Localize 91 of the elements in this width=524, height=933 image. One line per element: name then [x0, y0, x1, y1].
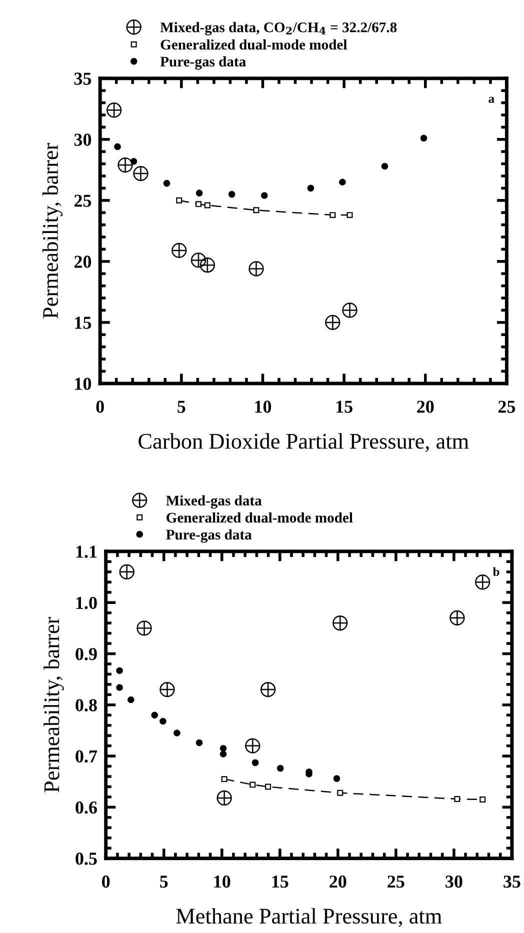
point	[190, 252, 206, 268]
x-axis-title: Carbon Dioxide Partial Pressure, atm	[138, 433, 469, 452]
point	[346, 212, 353, 218]
legend-label: Generalized dual-mode model	[160, 39, 347, 50]
legend-label: Pure-gas data	[160, 56, 246, 70]
legend-label: Pure-gas data	[166, 529, 252, 543]
point	[333, 775, 340, 782]
x-tick-label: 20	[330, 876, 346, 888]
x-tick-label: 0	[102, 876, 110, 888]
point	[196, 739, 203, 746]
x-tick-label: 35	[504, 876, 520, 888]
point	[253, 207, 260, 214]
point	[342, 302, 358, 318]
y-axis-title: Permeability, barrer	[44, 616, 64, 792]
x-tick-label: 5	[160, 876, 168, 888]
y-tick-label: 20	[74, 256, 92, 268]
legend-label: Mixed-gas data, CO$_{2}$/CH$_{4}$ = 32.2/67.8	[160, 22, 397, 36]
point	[160, 718, 166, 725]
x-tick-label: 25	[388, 876, 404, 888]
x-tick-label: 15	[272, 876, 288, 888]
point	[160, 682, 175, 698]
point	[480, 796, 486, 803]
x-tick-label: 20	[417, 400, 434, 413]
point	[337, 790, 344, 796]
point	[106, 102, 122, 118]
point	[119, 564, 134, 580]
point	[196, 201, 202, 208]
point	[454, 796, 460, 802]
legend-label: Mixed-gas data	[166, 495, 262, 509]
point	[475, 574, 490, 590]
x-tick-label: 15	[336, 400, 352, 413]
x-tick-label: 25	[498, 400, 516, 413]
y-tick-label: 0.7	[76, 750, 98, 763]
x-tick-label: 5	[178, 400, 186, 413]
y-tick-label: 0.9	[76, 648, 97, 660]
point	[196, 190, 203, 196]
point	[245, 738, 260, 754]
point	[450, 610, 465, 626]
point	[114, 143, 121, 150]
legend-label: Generalized dual-mode model	[166, 512, 353, 523]
point	[220, 750, 227, 758]
point	[200, 258, 216, 273]
point	[332, 615, 348, 631]
point	[216, 790, 232, 806]
point	[118, 157, 133, 173]
point	[151, 712, 158, 719]
y-tick-label: 0.5	[76, 852, 97, 865]
point	[420, 134, 428, 142]
y-tick-label: 0.6	[76, 801, 97, 814]
point	[221, 776, 228, 782]
point	[116, 684, 123, 691]
point	[176, 197, 182, 204]
y-tick-label: 35	[74, 72, 92, 85]
point	[130, 158, 138, 165]
point	[163, 180, 170, 187]
point	[381, 162, 388, 170]
x-axis-title: Methane Partial Pressure, atm	[176, 908, 442, 927]
point	[260, 192, 268, 199]
point	[252, 759, 259, 766]
y-axis-title: Permeability, barrer	[42, 142, 63, 318]
y-tick-label: 15	[75, 316, 92, 329]
y-tick-label: 1.0	[76, 596, 97, 610]
y-tick-label: 25	[74, 194, 92, 207]
point	[276, 764, 284, 772]
point	[307, 184, 314, 192]
point	[250, 782, 256, 788]
x-tick-label: 10	[214, 876, 230, 888]
y-tick-label: 0.8	[76, 699, 97, 712]
point	[330, 212, 336, 218]
x-tick-label: 10	[255, 400, 272, 413]
point	[136, 620, 152, 636]
point	[265, 784, 272, 790]
point	[116, 667, 123, 674]
point	[339, 178, 346, 186]
x-tick-label: 30	[446, 876, 462, 888]
point	[133, 166, 148, 182]
point	[325, 314, 340, 330]
point	[260, 682, 276, 698]
y-tick-label: 30	[74, 134, 92, 146]
annotation: a	[488, 96, 494, 103]
y-tick-label: 1.1	[76, 546, 97, 558]
point	[228, 190, 236, 198]
y-tick-label: 10	[75, 378, 92, 390]
point	[220, 744, 227, 752]
point	[128, 696, 134, 704]
point	[174, 730, 180, 736]
point	[172, 242, 187, 258]
annotation: b	[492, 567, 500, 576]
point	[248, 261, 264, 276]
x-tick-label: 0	[96, 400, 104, 413]
point	[204, 202, 210, 208]
